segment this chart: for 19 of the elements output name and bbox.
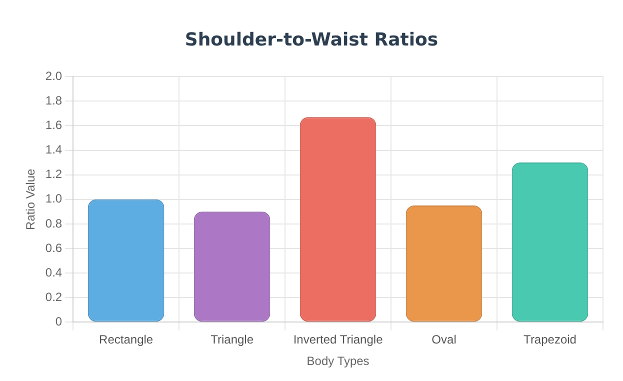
y-tick-label: 1.4 [45,142,62,157]
x-tick-label: Rectangle [99,332,154,347]
x-tick-label: Oval [432,332,456,347]
x-axis-title: Body Types [306,354,370,368]
y-axis-title: Ratio Value [24,168,38,230]
x-tick-label: Triangle [210,332,254,347]
y-tick-label: 1.6 [45,118,62,132]
y-tick-label: 0.2 [45,290,62,304]
y-tick-label: 0.4 [45,265,62,280]
y-tick-label: 1.0 [45,192,62,206]
y-tick-label: 0.6 [45,240,62,255]
y-tick-label: 1.8 [45,93,62,108]
x-tick-label: Inverted Triangle [293,332,384,347]
chart-title: Shoulder-to-Waist Ratios [184,29,438,50]
y-tick-label: 0.8 [45,216,62,230]
y-tick-label: 1.2 [45,167,62,182]
x-tick-label: Trapezoid [524,332,576,347]
y-tick-label: 0 [55,314,62,329]
y-tick-label: 2.0 [45,68,62,83]
